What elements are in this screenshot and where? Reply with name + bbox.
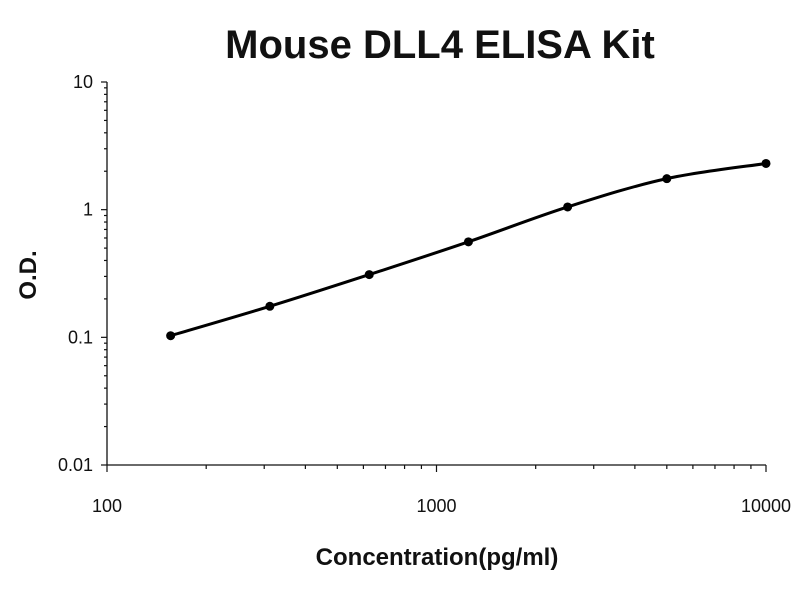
data-point: [563, 202, 573, 212]
x-tick-label: 10000: [741, 496, 791, 516]
chart-title: Mouse DLL4 ELISA Kit: [225, 23, 655, 67]
standard-curve-line: [170, 162, 767, 338]
y-axis-label: O.D.: [15, 250, 42, 299]
y-tick-label: 1: [83, 200, 93, 220]
data-point: [166, 331, 176, 341]
y-tick-label: 10: [73, 72, 93, 92]
data-point: [662, 174, 672, 184]
y-tick-label: 0.1: [68, 327, 93, 347]
data-point: [364, 270, 374, 280]
data-point: [265, 301, 275, 311]
x-axis-label: Concentration(pg/ml): [316, 544, 559, 571]
y-axis: 0.01 0.1 1 10: [58, 72, 108, 475]
x-tick-label: 1000: [416, 496, 456, 516]
data-point: [761, 158, 771, 168]
x-tick-label: 100: [92, 496, 122, 516]
data-series: [166, 158, 771, 341]
x-axis: 100 1000 10000: [92, 464, 791, 516]
data-point: [463, 237, 473, 247]
y-tick-label: 0.01: [58, 455, 93, 475]
